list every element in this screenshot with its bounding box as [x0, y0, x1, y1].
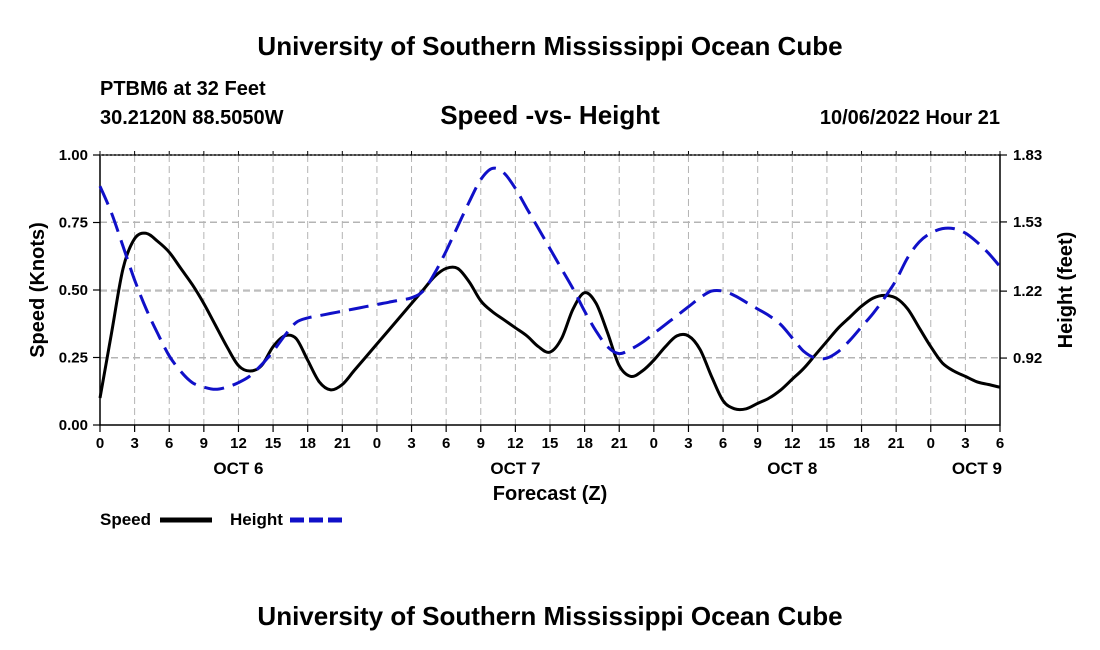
x-tick-label: 0	[373, 435, 381, 452]
x-tick-label: 21	[334, 435, 351, 452]
x-tick-label: 6	[165, 435, 173, 452]
day-label: OCT 6	[213, 459, 263, 478]
x-tick-label: 18	[576, 435, 593, 452]
x-tick-label: 12	[507, 435, 524, 452]
x-tick-label: 15	[265, 435, 282, 452]
axes: 0 3 6 9 12 15 18 21 0 3 6 9 12 15 18 21 0 3 6 9 12 15 18 21 0 3 6 0…	[59, 147, 1042, 478]
day-label: OCT 9	[952, 459, 1002, 478]
x-tick-label: 21	[611, 435, 628, 452]
x-tick-label: 9	[200, 435, 208, 452]
y-tick-label: 1.00	[59, 147, 88, 164]
y2-tick-label: 1.53	[1013, 214, 1042, 231]
forecast-timestamp: 10/06/2022 Hour 21	[820, 107, 1000, 129]
y-tick-label: 0.75	[59, 215, 88, 232]
grid	[100, 154, 1000, 425]
x-tick-label: 0	[650, 435, 658, 452]
x-tick-label: 0	[927, 435, 935, 452]
y-tick-label: 0.25	[59, 350, 88, 367]
y-tick-label: 0.50	[59, 282, 88, 299]
y-axis-label: Speed (Knots)	[27, 222, 49, 358]
station-name: PTBM6 at 32 Feet	[100, 78, 266, 100]
x-tick-label: 3	[407, 435, 415, 452]
x-tick-label: 15	[542, 435, 559, 452]
x-axis-label: Forecast (Z)	[493, 483, 607, 505]
x-tick-label: 12	[230, 435, 247, 452]
y2-tick-label: 1.22	[1013, 283, 1042, 300]
chart-title: Speed -vs- Height	[440, 100, 660, 130]
y2-tick-label: 1.83	[1013, 147, 1042, 164]
x-tick-label: 6	[442, 435, 450, 452]
x-tick-label: 18	[853, 435, 870, 452]
y2-axis-label: Height (feet)	[1055, 232, 1077, 349]
x-tick-label: 21	[888, 435, 905, 452]
x-tick-label: 18	[299, 435, 316, 452]
footer-title: University of Southern Mississippi Ocean…	[257, 601, 842, 631]
day-label: OCT 7	[490, 459, 540, 478]
station-location: 30.2120N 88.5050W	[100, 107, 284, 129]
day-label: OCT 8	[767, 459, 817, 478]
x-tick-label: 9	[754, 435, 762, 452]
page-title: University of Southern Mississippi Ocean…	[257, 31, 842, 61]
x-tick-label: 0	[96, 435, 104, 452]
x-tick-label: 6	[996, 435, 1004, 452]
x-tick-label: 9	[477, 435, 485, 452]
x-tick-label: 12	[784, 435, 801, 452]
legend-speed-label: Speed	[100, 510, 151, 529]
legend-height-label: Height	[230, 510, 283, 529]
series-layer	[98, 166, 1002, 412]
speed-series-line	[98, 231, 1001, 412]
x-tick-label: 3	[684, 435, 692, 452]
x-tick-label: 3	[130, 435, 138, 452]
x-tick-label: 6	[719, 435, 727, 452]
x-tick-label: 15	[819, 435, 836, 452]
y2-tick-label: 0.92	[1013, 350, 1042, 367]
y-tick-label: 0.00	[59, 417, 88, 434]
height-series-line	[98, 166, 1002, 391]
legend: Speed Height	[100, 510, 342, 529]
x-tick-label: 3	[961, 435, 969, 452]
